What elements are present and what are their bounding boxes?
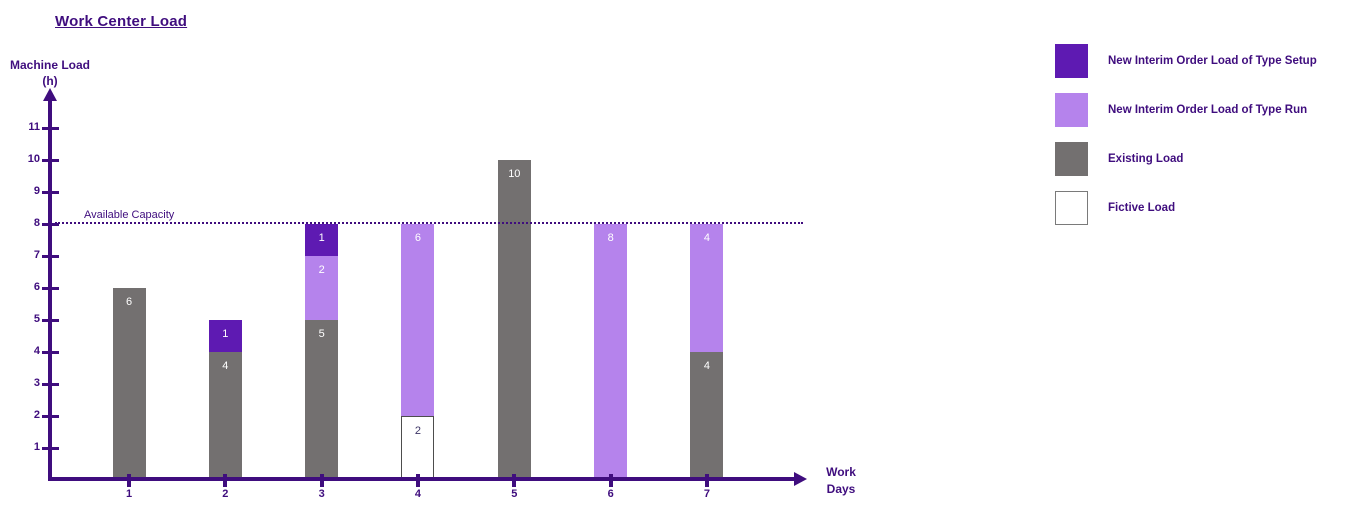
y-tick-mark-9 xyxy=(42,190,59,194)
bar-day5-existing-load: 10 xyxy=(497,160,531,480)
x-axis-line xyxy=(48,477,795,481)
y-axis-arrow-icon xyxy=(43,88,57,101)
y-tick-label-1: 1 xyxy=(33,441,40,453)
y-tick-label-11: 11 xyxy=(28,121,40,133)
bar-value-label: 4 xyxy=(703,232,711,244)
bar-day6-new-interim-order-load-of-type-run: 8 xyxy=(594,224,628,480)
bar-day3-new-interim-order-load-of-type-setup: 1 xyxy=(305,224,339,256)
x-axis-label: Work Days xyxy=(818,464,864,498)
x-tick-mark-6 xyxy=(608,474,613,487)
x-tick-label-3: 3 xyxy=(318,488,325,500)
legend-item-existing: Existing Load xyxy=(1055,142,1317,176)
available-capacity-line xyxy=(55,222,803,224)
bar-day3-new-interim-order-load-of-type-run: 2 xyxy=(305,256,339,320)
y-tick-label-2: 2 xyxy=(33,409,40,421)
y-tick-mark-6 xyxy=(42,286,59,290)
bar-value-label: 6 xyxy=(414,232,422,244)
y-tick-mark-2 xyxy=(42,414,59,418)
y-tick-mark-3 xyxy=(42,382,59,386)
x-tick-label-6: 6 xyxy=(607,488,614,500)
bar-value-label: 6 xyxy=(125,296,133,308)
y-tick-label-3: 3 xyxy=(33,377,40,389)
x-tick-mark-3 xyxy=(319,474,324,487)
available-capacity-label: Available Capacity xyxy=(84,209,175,221)
legend: New Interim Order Load of Type Setup New… xyxy=(1055,44,1317,225)
y-axis-label-line2: (h) xyxy=(42,74,58,88)
legend-swatch-existing xyxy=(1055,142,1088,176)
bar-value-label: 8 xyxy=(607,232,614,244)
y-axis-label: Machine Load (h) xyxy=(0,57,100,89)
x-tick-mark-1 xyxy=(127,474,131,487)
x-tick-mark-2 xyxy=(223,474,228,487)
legend-swatch-fictive xyxy=(1055,191,1088,225)
chart-title: Work Center Load xyxy=(55,13,188,30)
legend-label-fictive: Fictive Load xyxy=(1108,202,1176,214)
legend-label-setup: New Interim Order Load of Type Setup xyxy=(1108,55,1317,67)
legend-item-fictive: Fictive Load xyxy=(1055,191,1317,225)
legend-label-existing: Existing Load xyxy=(1108,153,1184,165)
x-axis-arrow-icon xyxy=(794,472,807,486)
legend-item-setup: New Interim Order Load of Type Setup xyxy=(1055,44,1317,78)
y-tick-label-6: 6 xyxy=(33,281,40,293)
x-tick-label-7: 7 xyxy=(703,488,711,500)
bar-value-label: 10 xyxy=(508,168,521,180)
bar-day4-new-interim-order-load-of-type-run: 6 xyxy=(401,224,435,416)
y-tick-mark-10 xyxy=(42,158,59,162)
y-tick-label-9: 9 xyxy=(33,185,40,197)
y-axis-line xyxy=(48,100,52,481)
bar-value-label: 1 xyxy=(318,232,325,244)
y-tick-mark-8 xyxy=(42,222,59,226)
y-tick-mark-11 xyxy=(42,126,59,130)
bar-day7-existing-load: 4 xyxy=(690,352,724,480)
bar-day3-existing-load: 5 xyxy=(305,320,339,480)
x-tick-label-4: 4 xyxy=(414,488,422,500)
bar-day2-new-interim-order-load-of-type-setup: 1 xyxy=(208,320,242,352)
y-tick-mark-4 xyxy=(42,350,59,354)
y-axis-label-line1: Machine Load xyxy=(9,58,90,72)
x-tick-label-2: 2 xyxy=(222,488,229,500)
y-tick-label-5: 5 xyxy=(33,313,40,325)
bar-value-label: 2 xyxy=(318,264,325,276)
legend-label-run: New Interim Order Load of Type Run xyxy=(1108,104,1308,116)
bar-value-label: 4 xyxy=(703,360,711,372)
x-axis-label-line2: Days xyxy=(826,482,856,496)
legend-item-run: New Interim Order Load of Type Run xyxy=(1055,93,1317,127)
x-tick-mark-4 xyxy=(415,474,420,487)
x-tick-label-5: 5 xyxy=(511,488,518,500)
y-tick-mark-1 xyxy=(42,446,59,450)
bar-day7-new-interim-order-load-of-type-run: 4 xyxy=(690,224,724,352)
x-tick-label-1: 1 xyxy=(125,488,133,500)
bar-day1-existing-load: 6 xyxy=(112,288,146,480)
y-tick-label-8: 8 xyxy=(33,217,40,229)
x-tick-mark-5 xyxy=(512,474,517,487)
y-tick-label-4: 4 xyxy=(33,345,40,357)
bar-day4-fictive-load: 2 xyxy=(401,416,435,480)
bar-value-label: 4 xyxy=(222,360,229,372)
y-tick-mark-7 xyxy=(42,254,59,258)
legend-swatch-run xyxy=(1055,93,1088,127)
bar-value-label: 5 xyxy=(318,328,325,340)
legend-swatch-setup xyxy=(1055,44,1088,78)
x-tick-mark-7 xyxy=(704,474,709,487)
y-tick-label-10: 10 xyxy=(27,153,40,165)
y-tick-mark-5 xyxy=(42,318,59,322)
y-tick-label-7: 7 xyxy=(33,249,40,261)
bar-value-label: 2 xyxy=(414,425,422,437)
bar-value-label: 1 xyxy=(222,328,229,340)
bar-day2-existing-load: 4 xyxy=(208,352,242,480)
x-axis-label-line1: Work xyxy=(826,465,856,479)
